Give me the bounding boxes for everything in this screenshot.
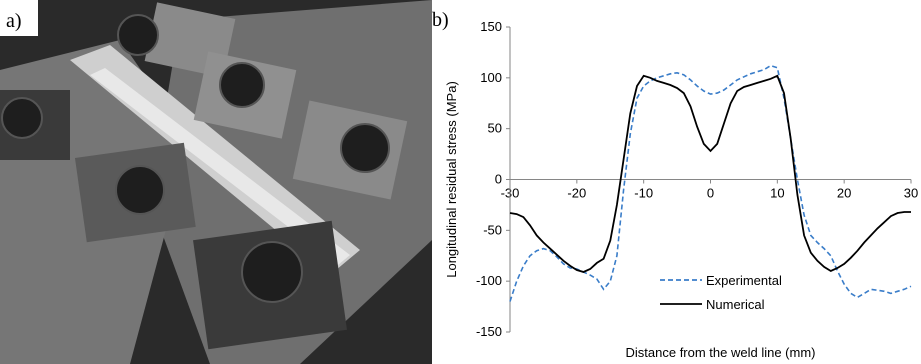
- x-axis-ticks: -30 -20 -10 0 10 20 30: [501, 179, 918, 201]
- weld-bead-highlight: [90, 68, 350, 265]
- y-tick-label: 150: [480, 19, 502, 34]
- y-tick-label: 50: [488, 121, 502, 136]
- x-tick-label: 10: [770, 186, 784, 201]
- y-tick-label: 0: [495, 172, 502, 187]
- bolt-6: [1, 97, 43, 139]
- series-lines: [509, 64, 912, 302]
- legend: Experimental Numerical: [660, 273, 782, 312]
- y-axis-title: Longitudinal residual stress (MPa): [444, 81, 459, 278]
- y-tick-label: -50: [483, 222, 502, 237]
- x-tick-label: 0: [707, 186, 714, 201]
- clamping-fixture-photo: a): [0, 0, 432, 364]
- series-line-numerical: [509, 74, 911, 273]
- panel-label-b: b): [432, 9, 449, 31]
- legend-label-experimental: Experimental: [706, 273, 782, 288]
- bolt-1: [117, 14, 159, 56]
- label-a-bg: [0, 0, 38, 36]
- x-tick-label: 20: [837, 186, 851, 201]
- y-axis-ticks: 150 100 50 0 -50 -100 -150: [476, 19, 510, 339]
- bolt-4: [115, 165, 165, 215]
- x-axis-title: Distance from the weld line (mm): [626, 345, 816, 360]
- bolt-5: [241, 241, 303, 303]
- bolts: [1, 14, 390, 303]
- x-tick-label: -20: [567, 186, 586, 201]
- y-tick-label: -100: [476, 273, 502, 288]
- axes: [509, 27, 911, 332]
- x-tick-label: 30: [904, 186, 918, 201]
- x-tick-label: -10: [634, 186, 653, 201]
- y-tick-label: 100: [480, 70, 502, 85]
- bolt-3: [340, 123, 390, 173]
- bolt-2: [219, 62, 265, 108]
- panel-label-a: a): [6, 10, 22, 32]
- y-tick-label: -150: [476, 324, 502, 339]
- legend-label-numerical: Numerical: [706, 297, 765, 312]
